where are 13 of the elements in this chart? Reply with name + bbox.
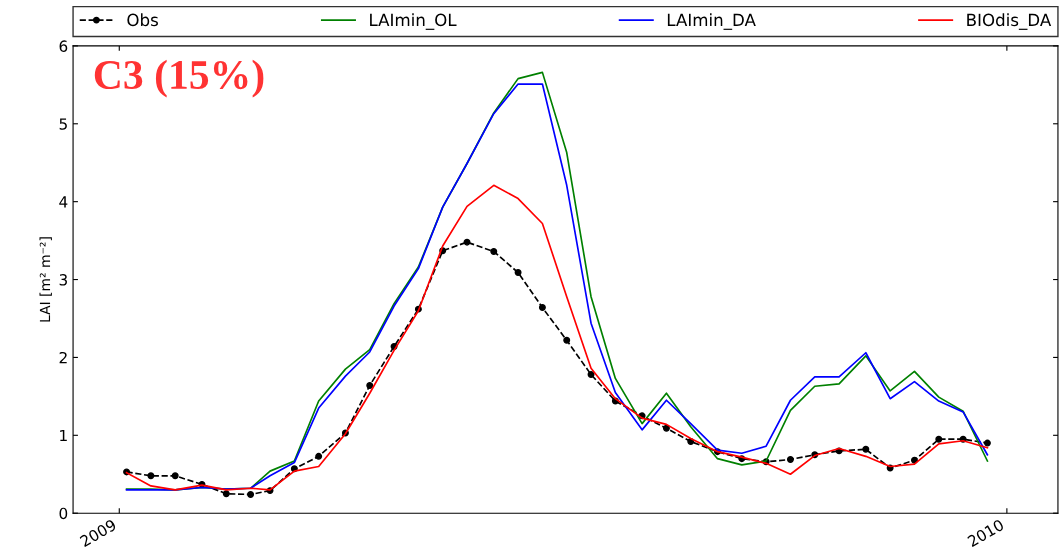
- legend-label: LAImin_DA: [667, 13, 756, 30]
- y-tick-label: 5: [59, 118, 67, 130]
- y-tick-label: 3: [59, 274, 67, 286]
- y-tick-label: 2: [59, 351, 67, 364]
- y-tick-label: 6: [59, 40, 68, 52]
- y-tick-label: 0: [59, 507, 68, 520]
- annotation: C3 (15%): [94, 59, 264, 98]
- y-axis-title: LAI [m² m⁻²]: [39, 237, 52, 322]
- y-tick-label: 4: [59, 196, 68, 208]
- legend-label: BIOdis_DA: [967, 13, 1052, 30]
- y-tick-label: 1: [60, 429, 67, 442]
- legend-label: LAImin_OL: [370, 13, 457, 30]
- legend-label: Obs: [127, 13, 158, 27]
